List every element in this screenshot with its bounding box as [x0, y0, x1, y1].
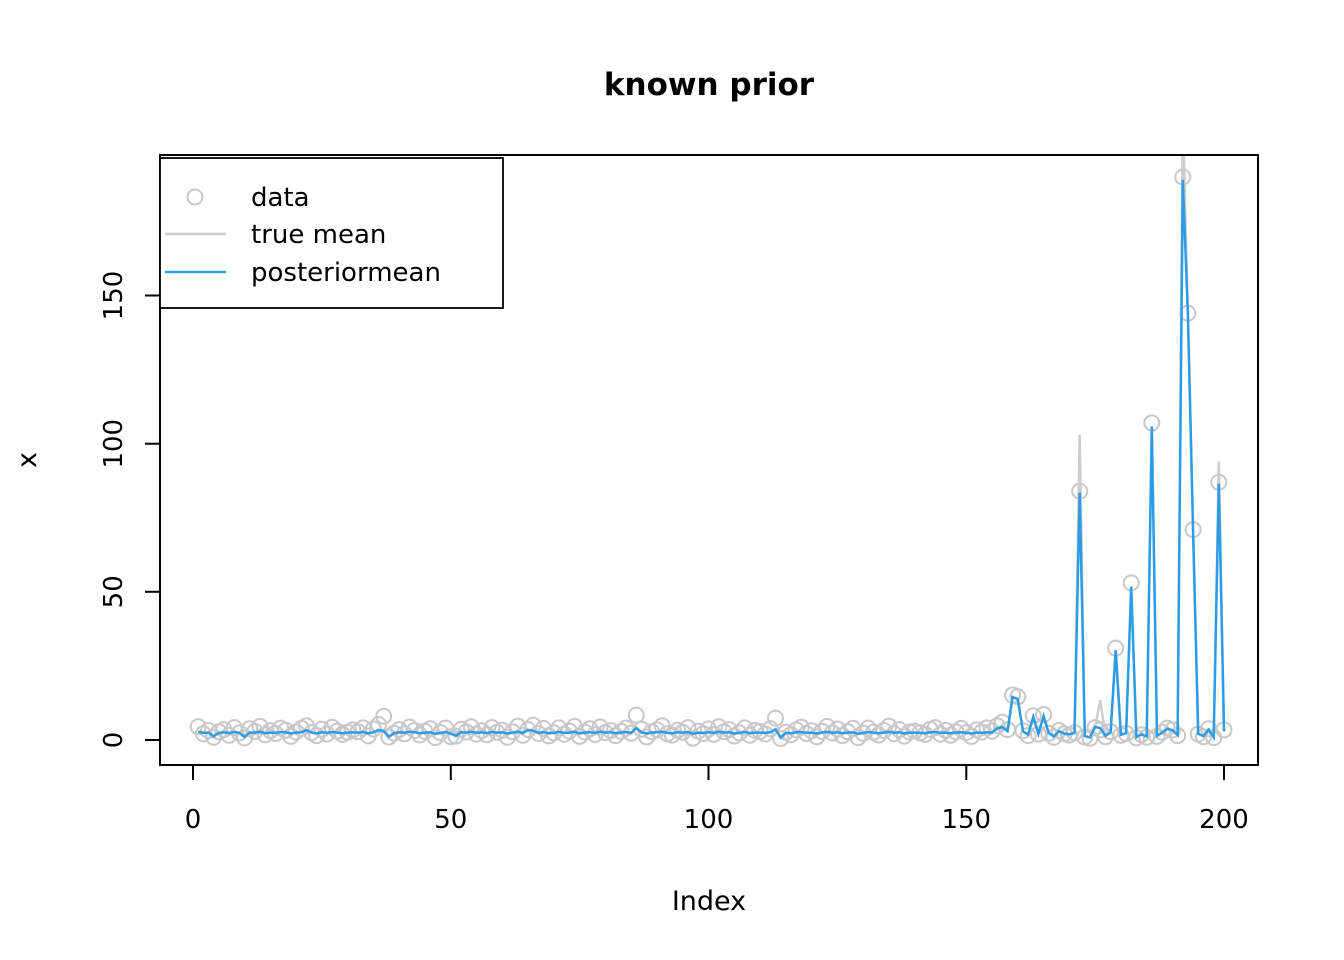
legend-label-data: data — [251, 183, 310, 213]
data-point — [849, 729, 867, 747]
data-point — [808, 728, 826, 746]
legend: data true mean posteriormean — [159, 157, 504, 309]
legend-label-posteriormean: posteriormean — [251, 258, 441, 288]
x-axis-label: Index — [672, 886, 746, 917]
data-point — [710, 718, 728, 736]
x-tick-label: 100 — [684, 805, 734, 835]
data-point — [767, 709, 784, 727]
data-point — [761, 720, 779, 738]
x-axis — [192, 765, 1225, 780]
data-point — [648, 721, 666, 739]
legend-label-truemean: true mean — [251, 220, 386, 250]
data-series — [189, 156, 1233, 747]
data-point — [581, 720, 599, 738]
data-point — [895, 727, 913, 745]
data-point — [1035, 706, 1053, 723]
data-point — [1019, 727, 1037, 745]
chart-title: known prior — [604, 67, 815, 103]
data-point — [370, 716, 388, 734]
data-point — [1029, 725, 1047, 743]
data-point — [627, 706, 645, 724]
data-point — [256, 726, 274, 744]
data-point — [215, 721, 233, 739]
y-axis-label: x — [12, 452, 43, 468]
y-axis-tick-labels: 0 50 100 150 — [99, 271, 129, 749]
data-point — [591, 718, 609, 736]
y-tick-label: 100 — [99, 419, 129, 469]
x-axis-tick-labels: 0 50 100 150 200 — [185, 805, 1249, 835]
data-point — [282, 727, 300, 745]
data-point — [1153, 723, 1171, 741]
y-tick-label: 50 — [99, 575, 129, 608]
y-tick-label: 0 — [99, 732, 129, 749]
data-point — [524, 716, 542, 734]
data-point — [375, 707, 393, 725]
data-point — [1024, 707, 1042, 725]
x-tick-label: 150 — [941, 805, 991, 835]
posterior-mean-line — [197, 179, 1226, 741]
legend-point-symbol — [186, 188, 204, 206]
data-point — [483, 719, 501, 737]
x-tick-label: 200 — [1199, 805, 1249, 835]
data-point — [251, 717, 269, 735]
data-point — [679, 719, 697, 737]
x-tick-label: 0 — [185, 805, 202, 835]
y-tick-label: 150 — [99, 271, 129, 321]
data-point — [756, 725, 774, 743]
y-axis — [145, 294, 160, 741]
data-point — [364, 720, 382, 738]
x-tick-label: 50 — [434, 805, 467, 835]
data-point — [988, 717, 1006, 735]
data-point — [663, 726, 681, 744]
data-point — [803, 722, 821, 740]
